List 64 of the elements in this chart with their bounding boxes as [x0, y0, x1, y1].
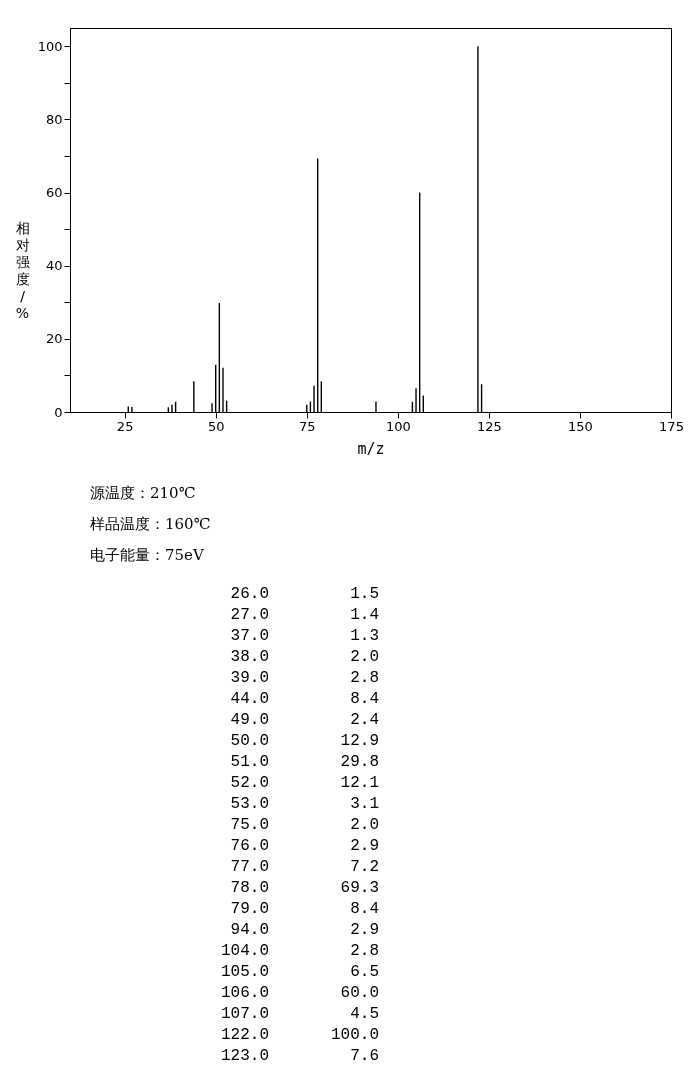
text: 4.5 [350, 1005, 379, 1023]
y-axis-title: 相对强度/% [15, 219, 30, 321]
category-label: 38.0 [229, 647, 269, 668]
text: 1.3 [350, 627, 379, 645]
y-tick-label: 0 [54, 404, 63, 420]
text: 2.8 [350, 669, 379, 687]
category-label: 107.0 [220, 1004, 269, 1025]
y-tick-label: 60 [45, 185, 63, 201]
category-label: 105.0 [220, 962, 269, 983]
category-label: 39.0 [229, 668, 269, 689]
category-label: 76.0 [229, 836, 269, 857]
y-tick-label: 100 [37, 38, 63, 54]
category-label: 75.0 [229, 815, 269, 836]
category-label: 123.0 [220, 1046, 269, 1067]
text: 3.1 [350, 795, 379, 813]
text: 8.4 [350, 690, 379, 708]
text: 2.9 [350, 921, 379, 939]
x-tick-label: 175 [659, 418, 684, 434]
text: 2.0 [350, 648, 379, 666]
category-label: 77.0 [229, 857, 269, 878]
y-tick-label: 80 [45, 111, 63, 127]
category-label: 27.0 [229, 605, 269, 626]
text: 2.8 [350, 942, 379, 960]
category-label: 53.0 [229, 794, 269, 815]
text: 12.1 [340, 774, 379, 792]
category-label: 50.0 [229, 731, 269, 752]
x-tick-label: 150 [568, 418, 593, 434]
category-label: 26.0 [229, 584, 269, 605]
text: 1.5 [350, 585, 379, 603]
category-label: 106.0 [220, 983, 269, 1004]
text: 6.5 [350, 963, 379, 981]
text: 源温度：210℃ [90, 484, 197, 504]
category-label: 52.0 [229, 773, 269, 794]
category-label: 49.0 [229, 710, 269, 731]
y-tick-label: 40 [45, 258, 63, 274]
x-tick-label: 25 [116, 418, 134, 434]
text: 69.3 [340, 879, 379, 897]
category-label: 79.0 [229, 899, 269, 920]
category-label: 37.0 [229, 626, 269, 647]
text: 2.4 [350, 711, 379, 729]
x-tick-label: 100 [385, 418, 411, 434]
text: 2.0 [350, 816, 379, 834]
text: 29.8 [340, 753, 379, 771]
category-label: 104.0 [220, 941, 269, 962]
category-label: 94.0 [229, 920, 269, 941]
text: 12.9 [340, 732, 379, 750]
y-tick-label: 20 [45, 331, 63, 347]
x-tick-label: 75 [298, 418, 316, 434]
x-axis-title: m/z [357, 439, 385, 458]
category-label: 122.0 [220, 1025, 269, 1046]
text: 7.2 [350, 858, 379, 876]
text: 电子能量：75eV [90, 546, 205, 566]
category-label: 44.0 [229, 689, 269, 710]
text: 7.6 [350, 1047, 379, 1065]
category-label: 78.0 [229, 878, 269, 899]
text: 60.0 [340, 984, 379, 1002]
category-label: 51.0 [229, 752, 269, 773]
text: 样品温度：160℃ [90, 515, 211, 535]
text: 100.0 [330, 1026, 379, 1044]
x-tick-label: 50 [207, 418, 225, 434]
text: 2.9 [350, 837, 379, 855]
text: 8.4 [350, 900, 379, 918]
text: 1.4 [350, 606, 379, 624]
x-tick-label: 125 [476, 418, 502, 434]
